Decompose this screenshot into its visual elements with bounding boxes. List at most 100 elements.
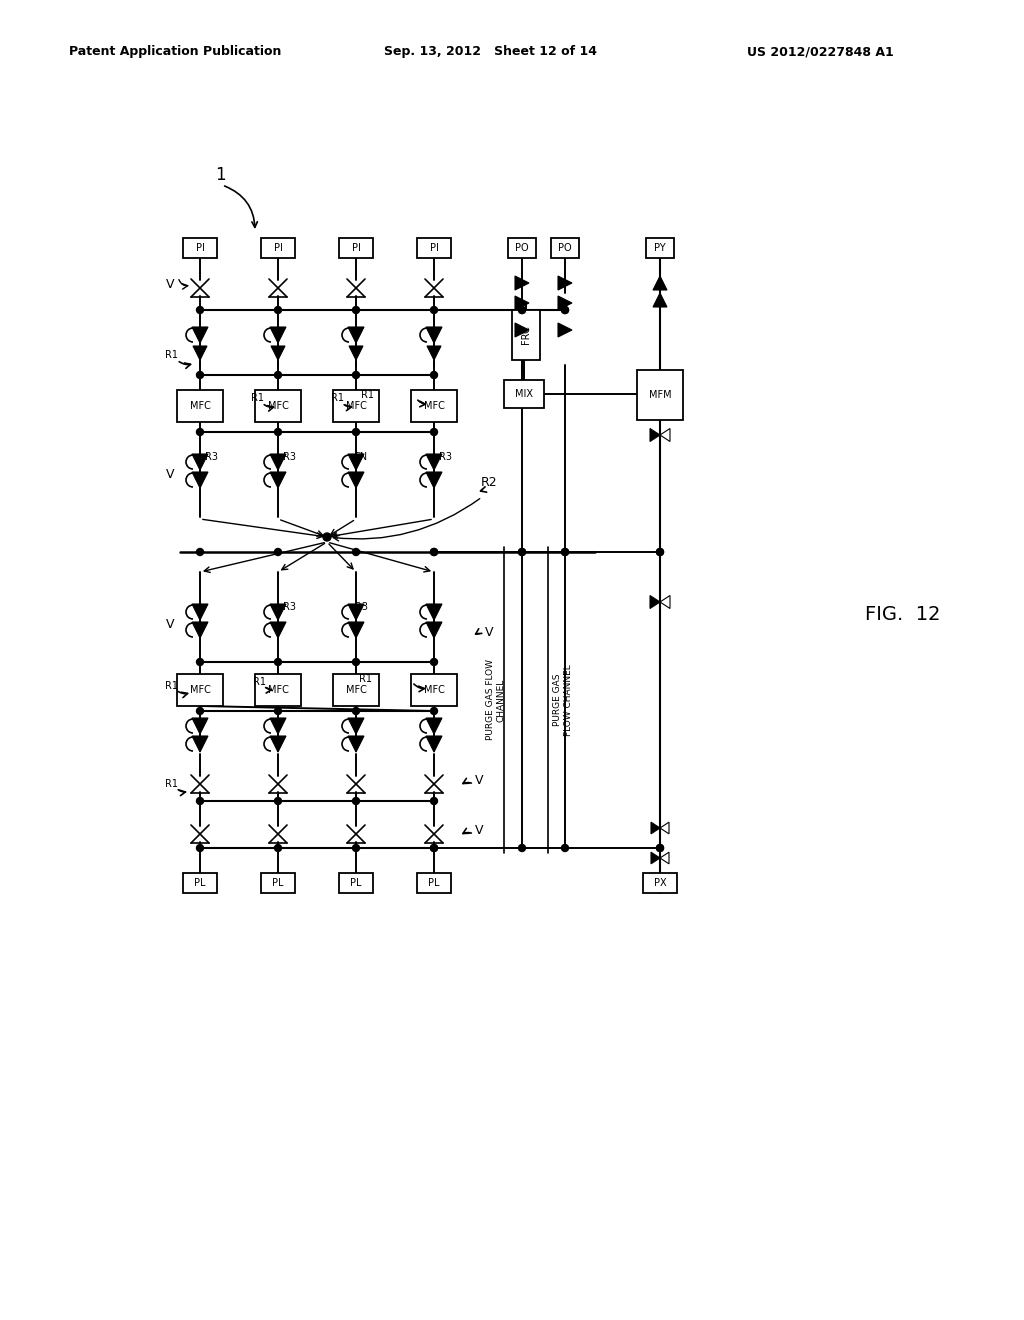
Text: V: V — [166, 279, 174, 292]
Polygon shape — [558, 296, 572, 310]
Text: MFC: MFC — [424, 685, 444, 696]
Bar — [177, 675, 223, 706]
Text: PURGE GAS FLOW
CHANNEL: PURGE GAS FLOW CHANNEL — [486, 660, 506, 741]
Polygon shape — [270, 605, 286, 620]
Text: PL: PL — [350, 878, 361, 888]
Polygon shape — [193, 605, 208, 620]
Circle shape — [197, 371, 204, 379]
Polygon shape — [660, 429, 670, 441]
Circle shape — [197, 797, 204, 804]
Bar — [512, 310, 540, 360]
Text: R1: R1 — [361, 389, 375, 400]
Bar — [411, 389, 457, 422]
Text: R1: R1 — [166, 779, 178, 789]
Polygon shape — [426, 605, 442, 620]
Bar — [411, 675, 457, 706]
Bar — [261, 873, 295, 894]
Polygon shape — [270, 473, 286, 488]
Circle shape — [656, 549, 664, 556]
Circle shape — [352, 429, 359, 436]
Polygon shape — [426, 718, 442, 734]
Text: PO: PO — [558, 243, 571, 253]
Text: R1: R1 — [166, 681, 178, 690]
Text: MFC: MFC — [345, 685, 367, 696]
Polygon shape — [558, 276, 572, 290]
Text: 1: 1 — [215, 166, 225, 183]
Text: MFC: MFC — [189, 401, 211, 411]
Circle shape — [352, 306, 359, 314]
Polygon shape — [348, 622, 364, 638]
Circle shape — [430, 845, 437, 851]
Bar — [646, 238, 674, 257]
Polygon shape — [558, 323, 572, 337]
Polygon shape — [270, 737, 286, 752]
Circle shape — [352, 845, 359, 851]
Text: PI: PI — [429, 243, 438, 253]
Circle shape — [197, 845, 204, 851]
Text: MFC: MFC — [267, 685, 289, 696]
Polygon shape — [426, 327, 442, 343]
Polygon shape — [660, 853, 669, 863]
Polygon shape — [348, 718, 364, 734]
Circle shape — [518, 845, 525, 851]
Circle shape — [656, 845, 664, 851]
Polygon shape — [348, 737, 364, 752]
Text: R1: R1 — [252, 393, 264, 403]
Text: V: V — [166, 618, 174, 631]
Text: PI: PI — [351, 243, 360, 253]
Text: MFC: MFC — [267, 401, 289, 411]
Polygon shape — [193, 454, 208, 470]
Text: R3: R3 — [439, 451, 453, 462]
Polygon shape — [270, 454, 286, 470]
Bar — [417, 238, 451, 257]
Bar — [261, 238, 295, 257]
Polygon shape — [270, 622, 286, 638]
Circle shape — [352, 797, 359, 804]
Bar — [339, 238, 373, 257]
Polygon shape — [270, 718, 286, 734]
Circle shape — [352, 708, 359, 714]
Text: V: V — [475, 825, 483, 837]
Circle shape — [430, 306, 437, 314]
Circle shape — [274, 549, 282, 556]
Text: R2: R2 — [480, 475, 498, 488]
Text: MFC: MFC — [424, 401, 444, 411]
Text: R1: R1 — [166, 350, 178, 360]
Circle shape — [352, 371, 359, 379]
Polygon shape — [427, 346, 441, 360]
Circle shape — [518, 306, 525, 314]
Polygon shape — [349, 346, 362, 360]
Circle shape — [197, 306, 204, 314]
Polygon shape — [271, 346, 285, 360]
Text: PL: PL — [195, 878, 206, 888]
Polygon shape — [270, 327, 286, 343]
Circle shape — [274, 845, 282, 851]
Circle shape — [430, 845, 437, 851]
Polygon shape — [193, 622, 208, 638]
Circle shape — [561, 306, 568, 314]
Text: Sep. 13, 2012   Sheet 12 of 14: Sep. 13, 2012 Sheet 12 of 14 — [384, 45, 597, 58]
Text: V: V — [166, 467, 174, 480]
Text: PURGE GAS
FLOW CHANNEL: PURGE GAS FLOW CHANNEL — [553, 664, 572, 735]
Circle shape — [518, 549, 525, 556]
Circle shape — [197, 659, 204, 665]
Circle shape — [274, 429, 282, 436]
Text: PY: PY — [654, 243, 666, 253]
Circle shape — [561, 306, 568, 314]
Text: FIG.  12: FIG. 12 — [865, 606, 940, 624]
Polygon shape — [650, 595, 660, 609]
Text: R1: R1 — [332, 393, 344, 403]
Text: PX: PX — [653, 878, 667, 888]
Polygon shape — [193, 327, 208, 343]
Bar — [637, 370, 683, 420]
Circle shape — [561, 549, 568, 556]
Text: R3: R3 — [354, 602, 368, 612]
Text: PL: PL — [428, 878, 439, 888]
Circle shape — [656, 549, 664, 556]
Bar — [183, 873, 217, 894]
Bar — [417, 873, 451, 894]
Circle shape — [274, 371, 282, 379]
Circle shape — [352, 549, 359, 556]
Polygon shape — [515, 296, 529, 310]
Circle shape — [518, 549, 525, 556]
